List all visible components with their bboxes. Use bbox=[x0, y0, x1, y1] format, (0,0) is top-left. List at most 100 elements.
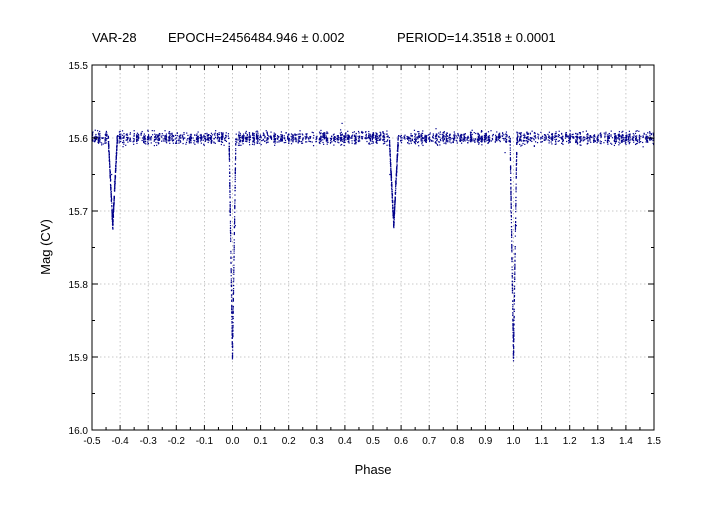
data-point bbox=[320, 135, 322, 137]
data-point bbox=[125, 139, 127, 141]
data-point bbox=[252, 141, 254, 143]
data-point bbox=[456, 140, 458, 142]
data-point bbox=[414, 139, 417, 141]
data-point bbox=[92, 139, 94, 142]
data-point bbox=[340, 135, 342, 137]
data-point bbox=[389, 155, 391, 157]
data-point bbox=[469, 139, 471, 141]
data-point bbox=[332, 134, 335, 136]
data-point bbox=[268, 135, 270, 137]
data-point bbox=[340, 131, 342, 133]
data-point bbox=[437, 144, 439, 146]
data-point bbox=[114, 175, 116, 177]
data-point bbox=[109, 176, 111, 178]
data-point bbox=[431, 140, 433, 142]
data-point bbox=[462, 138, 464, 140]
data-point bbox=[232, 352, 234, 354]
data-point bbox=[452, 141, 454, 144]
data-point bbox=[548, 135, 550, 137]
data-point bbox=[515, 204, 517, 206]
data-point bbox=[299, 140, 301, 143]
data-point bbox=[387, 136, 389, 138]
data-point bbox=[514, 273, 516, 275]
data-point bbox=[424, 138, 426, 140]
data-point bbox=[114, 183, 116, 185]
data-point bbox=[650, 133, 653, 135]
data-point bbox=[256, 136, 259, 138]
data-point bbox=[457, 135, 459, 137]
data-point bbox=[348, 138, 350, 141]
data-point bbox=[111, 211, 113, 213]
data-point bbox=[368, 134, 370, 137]
data-point bbox=[499, 135, 501, 137]
data-point bbox=[613, 144, 616, 147]
data-point bbox=[410, 142, 412, 144]
data-point bbox=[273, 138, 275, 140]
data-point bbox=[515, 204, 517, 207]
data-point bbox=[345, 139, 347, 141]
data-point bbox=[93, 138, 96, 140]
data-point bbox=[231, 316, 233, 318]
data-point bbox=[95, 138, 97, 141]
data-point bbox=[169, 133, 171, 135]
data-point bbox=[231, 322, 233, 324]
data-point bbox=[232, 305, 234, 308]
data-point bbox=[227, 133, 230, 135]
data-point bbox=[448, 137, 451, 139]
data-point bbox=[161, 136, 163, 138]
data-point bbox=[97, 139, 99, 142]
data-point bbox=[519, 138, 521, 141]
data-point bbox=[267, 141, 269, 143]
data-point bbox=[94, 138, 97, 140]
data-point bbox=[248, 138, 250, 141]
data-point bbox=[511, 246, 513, 248]
data-point bbox=[229, 232, 232, 234]
data-point bbox=[512, 331, 514, 334]
data-point bbox=[195, 134, 198, 136]
data-point bbox=[105, 130, 108, 133]
data-point bbox=[116, 149, 118, 152]
data-point bbox=[234, 200, 236, 202]
data-point bbox=[111, 202, 113, 204]
data-point bbox=[228, 143, 230, 145]
data-point bbox=[515, 217, 517, 219]
data-point bbox=[564, 137, 567, 139]
data-point bbox=[629, 133, 631, 135]
data-point bbox=[92, 133, 94, 135]
data-point bbox=[222, 136, 224, 138]
data-point bbox=[372, 136, 374, 138]
data-point bbox=[348, 142, 350, 144]
data-point bbox=[506, 134, 508, 136]
data-point bbox=[520, 136, 522, 138]
data-point bbox=[407, 137, 410, 139]
data-point bbox=[263, 133, 265, 135]
data-point bbox=[229, 171, 231, 173]
data-point bbox=[392, 216, 395, 218]
data-point bbox=[113, 189, 116, 191]
data-point bbox=[208, 139, 210, 141]
data-point bbox=[454, 134, 456, 137]
data-point bbox=[233, 239, 235, 241]
data-point bbox=[99, 137, 101, 139]
data-point bbox=[604, 135, 606, 138]
data-point bbox=[434, 141, 437, 143]
data-point bbox=[443, 137, 445, 140]
data-point bbox=[638, 130, 640, 132]
x-tick-label: 1.0 bbox=[507, 436, 521, 447]
data-point bbox=[417, 141, 420, 143]
data-point bbox=[232, 326, 234, 328]
data-point bbox=[512, 326, 514, 328]
data-point bbox=[266, 139, 268, 141]
data-point bbox=[512, 314, 514, 316]
data-point bbox=[509, 152, 511, 154]
data-point bbox=[144, 135, 146, 137]
data-point bbox=[210, 140, 212, 142]
data-point bbox=[341, 134, 343, 136]
data-point bbox=[523, 137, 525, 139]
data-point bbox=[238, 137, 241, 139]
data-point bbox=[200, 134, 202, 136]
data-point bbox=[558, 140, 560, 142]
data-point bbox=[513, 333, 515, 335]
data-point bbox=[141, 137, 144, 139]
data-point bbox=[580, 139, 582, 141]
